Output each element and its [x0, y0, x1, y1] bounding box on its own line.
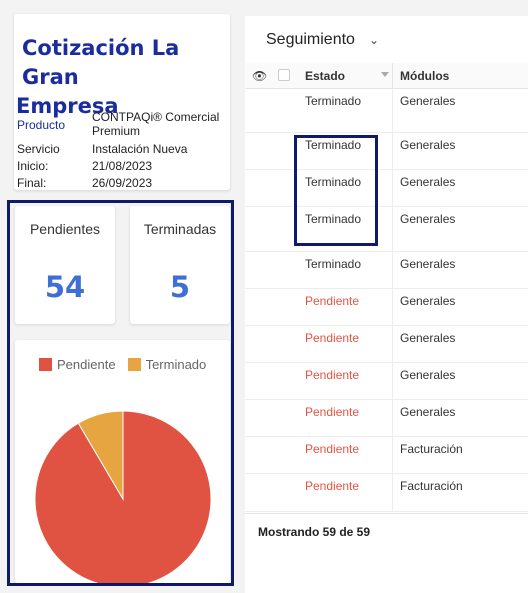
column-divider — [392, 133, 393, 169]
row-estado: Pendiente — [305, 442, 360, 456]
column-header-modulos[interactable]: Módulos — [400, 69, 450, 83]
row-estado: Terminado — [305, 257, 362, 271]
pending-label: Pendientes — [29, 221, 101, 237]
row-modulo: Generales — [400, 294, 456, 308]
row-modulo: Generales — [400, 405, 456, 419]
row-modulo: Facturación — [400, 442, 463, 456]
page-title: Cotización La Gran Empresa — [16, 34, 230, 121]
title-line-2: Empresa — [16, 94, 119, 118]
table-row[interactable]: Pendiente Facturación — [245, 474, 528, 512]
done-count: 5 — [169, 270, 191, 304]
row-modulo: Facturación — [400, 479, 463, 493]
table-row[interactable]: Terminado Generales — [245, 207, 528, 252]
legend-item-terminado[interactable]: Terminado — [127, 357, 207, 372]
table-row[interactable]: Terminado Generales — [245, 89, 528, 133]
column-divider — [392, 474, 393, 511]
legend-swatch-pendiente — [39, 358, 52, 371]
eye-icon[interactable]: 👁 — [252, 69, 268, 83]
panel-title[interactable]: Seguimiento — [266, 31, 355, 48]
done-stat-card: Terminadas 5 — [130, 206, 230, 324]
service-value: Instalación Nueva — [92, 142, 188, 156]
pie-slice-terminado[interactable] — [77, 410, 124, 501]
table-row[interactable]: Pendiente Generales — [245, 289, 528, 326]
column-divider — [392, 63, 393, 89]
done-label: Terminadas — [143, 221, 217, 237]
column-header-estado[interactable]: Estado — [305, 69, 346, 83]
row-modulo: Generales — [400, 331, 456, 345]
row-modulo: Generales — [400, 257, 456, 271]
row-estado: Pendiente — [305, 331, 360, 345]
pie-chart — [34, 410, 212, 583]
legend-item-pendiente[interactable]: Pendiente — [39, 357, 116, 372]
column-divider — [392, 400, 393, 436]
legend-label-terminado: Terminado — [145, 357, 207, 372]
end-value: 26/09/2023 — [92, 176, 153, 190]
table-row[interactable]: Terminado Generales — [245, 252, 528, 289]
estado-highlight-box — [294, 135, 378, 246]
row-modulo: Generales — [400, 368, 456, 382]
row-modulo: Generales — [400, 94, 456, 108]
row-estado: Pendiente — [305, 405, 360, 419]
legend-swatch-terminado — [127, 358, 141, 371]
title-line-1: Cotización La Gran — [22, 36, 180, 89]
tracking-table-panel: Seguimiento ⌄ 👁 Estado Módulos Terminado… — [245, 16, 528, 593]
stats-highlight-outline — [7, 200, 234, 586]
table-row[interactable]: Pendiente Generales — [245, 363, 528, 400]
sort-arrow-icon[interactable] — [381, 72, 389, 77]
start-value: 21/08/2023 — [92, 159, 153, 173]
status-pie-chart-card: Pendiente Terminado — [15, 340, 230, 583]
pending-count: 54 — [44, 270, 86, 304]
column-divider — [392, 363, 393, 399]
row-estado: Terminado — [305, 138, 362, 152]
row-modulo: Generales — [400, 212, 456, 226]
table-header: 👁 Estado Módulos — [245, 63, 528, 89]
table-row[interactable]: Pendiente Generales — [245, 400, 528, 437]
column-divider — [392, 89, 393, 132]
column-divider — [392, 207, 393, 251]
row-estado: Terminado — [305, 94, 362, 108]
row-estado: Pendiente — [305, 294, 360, 308]
start-label: Inicio: — [17, 159, 49, 173]
chart-legend: Pendiente Terminado — [39, 357, 218, 372]
table-row[interactable]: Pendiente Generales — [245, 326, 528, 363]
table-footer-count: Mostrando 59 de 59 — [258, 525, 371, 539]
row-modulo: Generales — [400, 175, 456, 189]
quote-info-card: Cotización La Gran Empresa Producto CONT… — [14, 14, 230, 190]
select-all-checkbox[interactable] — [278, 69, 290, 81]
end-label: Final: — [17, 176, 47, 190]
column-divider — [392, 437, 393, 473]
table-row[interactable]: Terminado Generales — [245, 133, 528, 170]
product-label: Producto — [17, 118, 66, 132]
footer-divider — [245, 513, 528, 514]
pending-stat-card: Pendientes 54 — [15, 206, 115, 324]
legend-label-pendiente: Pendiente — [57, 357, 116, 372]
row-modulo: Generales — [400, 138, 456, 152]
column-divider — [392, 289, 393, 325]
column-divider — [392, 170, 393, 206]
chevron-down-icon[interactable]: ⌄ — [369, 33, 380, 47]
table-row[interactable]: Pendiente Facturación — [245, 437, 528, 474]
column-divider — [392, 326, 393, 362]
row-estado: Pendiente — [305, 479, 360, 493]
table-row[interactable]: Terminado Generales — [245, 170, 528, 207]
row-estado: Terminado — [305, 175, 362, 189]
column-divider — [392, 252, 393, 288]
row-estado: Terminado — [305, 212, 362, 226]
row-estado: Pendiente — [305, 368, 360, 382]
product-value: CONTPAQi® Comercial Premium — [92, 110, 220, 138]
service-label: Servicio — [17, 142, 60, 156]
